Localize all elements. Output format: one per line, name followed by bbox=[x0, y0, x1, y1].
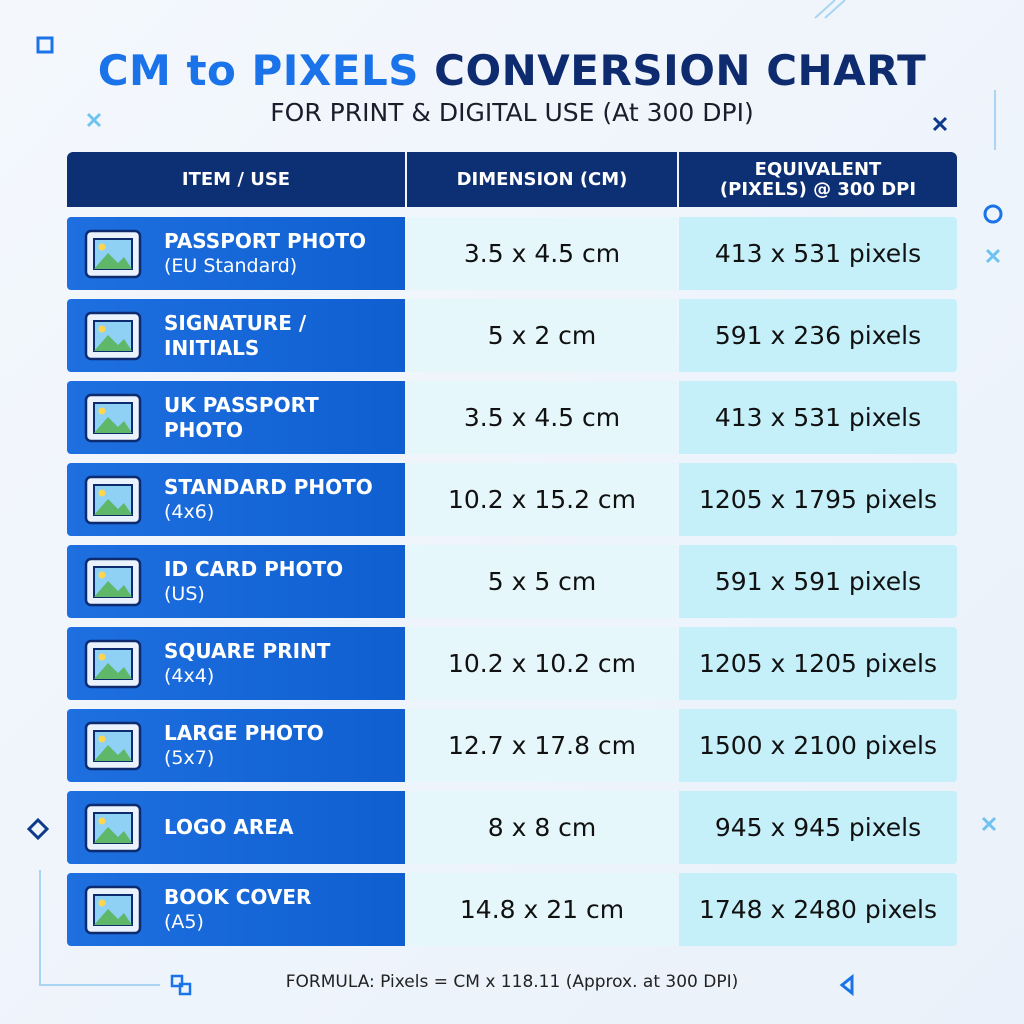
row-icon bbox=[84, 885, 142, 934]
item-cell: ID CARD PHOTO (US) bbox=[67, 545, 405, 618]
item-cell: LARGE PHOTO (5x7) bbox=[67, 709, 405, 782]
header-cell: ITEM / USE bbox=[67, 152, 405, 207]
pixels-cell: 1205 x 1205 pixels bbox=[679, 627, 957, 700]
item-cell: SIGNATURE / INITIALS bbox=[67, 299, 405, 372]
item-sub: (A5) bbox=[164, 910, 204, 933]
formula: FORMULA: Pixels = CM x 118.11 (Approx. a… bbox=[285, 972, 739, 992]
row-icon bbox=[84, 639, 142, 688]
item-sub: (4x4) bbox=[164, 664, 215, 687]
pixels-cell: 591 x 236 pixels bbox=[679, 299, 957, 372]
dimension-cell: 5 x 5 cm bbox=[407, 545, 677, 618]
row-icon bbox=[84, 721, 142, 770]
item-name: BOOK COVER bbox=[164, 884, 312, 909]
row-icon bbox=[84, 803, 142, 852]
row-icon bbox=[84, 393, 142, 442]
dimension-cell: 3.5 x 4.5 cm bbox=[407, 217, 677, 290]
item-sub: (5x7) bbox=[164, 746, 215, 769]
item-sub: (US) bbox=[164, 582, 205, 605]
item-name: SIGNATURE / INITIALS bbox=[164, 310, 307, 360]
item-name: ID CARD PHOTO bbox=[164, 556, 344, 581]
dimension-cell: 10.2 x 10.2 cm bbox=[407, 627, 677, 700]
dimension-cell: 12.7 x 17.8 cm bbox=[407, 709, 677, 782]
item-name: STANDARD PHOTO bbox=[164, 474, 373, 499]
item-cell: STANDARD PHOTO (4x6) bbox=[67, 463, 405, 536]
item-name: UK PASSPORT PHOTO bbox=[164, 392, 319, 442]
item-text: ID CARD PHOTO (US) bbox=[164, 557, 396, 607]
item-sub: (4x6) bbox=[164, 500, 215, 523]
dimension-cell: 8 x 8 cm bbox=[407, 791, 677, 864]
dimension-cell: 3.5 x 4.5 cm bbox=[407, 381, 677, 454]
item-text: SQUARE PRINT (4x4) bbox=[164, 639, 396, 689]
header-cell: DIMENSION (CM) bbox=[407, 152, 677, 207]
item-text: UK PASSPORT PHOTO bbox=[164, 393, 396, 443]
title-rest: CONVERSION CHART bbox=[434, 46, 927, 95]
item-text: LOGO AREA bbox=[164, 815, 396, 840]
dimension-cell: 10.2 x 15.2 cm bbox=[407, 463, 677, 536]
pixels-cell: 1205 x 1795 pixels bbox=[679, 463, 957, 536]
item-text: LARGE PHOTO (5x7) bbox=[164, 721, 396, 771]
row-icon bbox=[84, 475, 142, 524]
item-cell: LOGO AREA bbox=[67, 791, 405, 864]
item-name: LARGE PHOTO bbox=[164, 720, 324, 745]
pixels-cell: 1748 x 2480 pixels bbox=[679, 873, 957, 946]
dimension-cell: 5 x 2 cm bbox=[407, 299, 677, 372]
item-name: PASSPORT PHOTO bbox=[164, 228, 367, 253]
dimension-cell: 14.8 x 21 cm bbox=[407, 873, 677, 946]
item-text: PASSPORT PHOTO (EU Standard) bbox=[164, 229, 396, 279]
item-cell: SQUARE PRINT (4x4) bbox=[67, 627, 405, 700]
row-icon bbox=[84, 557, 142, 606]
item-text: SIGNATURE / INITIALS bbox=[164, 311, 396, 361]
pixels-cell: 1500 x 2100 pixels bbox=[679, 709, 957, 782]
item-name: LOGO AREA bbox=[164, 815, 294, 839]
row-icon bbox=[84, 229, 142, 278]
item-sub: (EU Standard) bbox=[164, 254, 298, 277]
item-name: SQUARE PRINT bbox=[164, 638, 331, 663]
title-highlight: CM to PIXELS bbox=[97, 46, 419, 95]
title: CM to PIXELS CONVERSION CHART bbox=[0, 46, 1024, 95]
header-cell: EQUIVALENT (PIXELS) @ 300 DPI bbox=[679, 152, 957, 207]
pixels-cell: 945 x 945 pixels bbox=[679, 791, 957, 864]
subtitle: FOR PRINT & DIGITAL USE (At 300 DPI) bbox=[270, 98, 754, 127]
pixels-cell: 413 x 531 pixels bbox=[679, 217, 957, 290]
item-text: STANDARD PHOTO (4x6) bbox=[164, 475, 396, 525]
item-cell: BOOK COVER (A5) bbox=[67, 873, 405, 946]
item-text: BOOK COVER (A5) bbox=[164, 885, 396, 935]
pixels-cell: 413 x 531 pixels bbox=[679, 381, 957, 454]
item-cell: UK PASSPORT PHOTO bbox=[67, 381, 405, 454]
pixels-cell: 591 x 591 pixels bbox=[679, 545, 957, 618]
item-cell: PASSPORT PHOTO (EU Standard) bbox=[67, 217, 405, 290]
row-icon bbox=[84, 311, 142, 360]
